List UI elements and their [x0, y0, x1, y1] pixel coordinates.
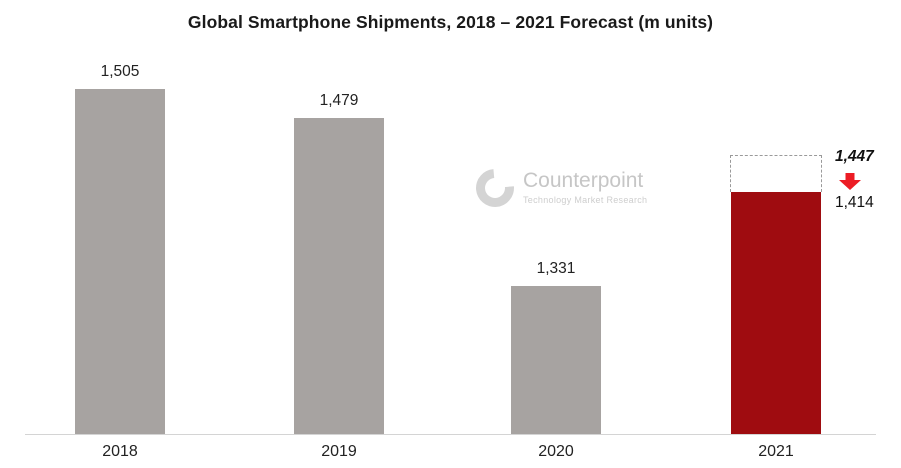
- value-label-2020: 1,331: [536, 259, 576, 277]
- watermark-text: Counterpoint Technology Market Research: [523, 169, 647, 205]
- x-axis-label-2021: 2021: [758, 443, 794, 460]
- bar-2021: [731, 191, 821, 434]
- watermark-subtitle: Technology Market Research: [523, 195, 648, 205]
- bar-2018: [75, 88, 165, 434]
- counterpoint-watermark: Counterpoint Technology Market Research: [468, 161, 647, 215]
- x-axis-label-2019: 2019: [321, 443, 357, 460]
- counterpoint-logo-icon: [468, 161, 522, 215]
- forecast-decline-arrow-icon: [839, 172, 861, 190]
- watermark-name: Counterpoint: [523, 169, 644, 192]
- bar-2019: [294, 118, 384, 434]
- value-label-2019: 1,479: [319, 92, 359, 110]
- x-axis-label-2020: 2020: [538, 443, 574, 460]
- forecast-current-label: 1,414: [835, 193, 874, 211]
- chart-title: Global Smartphone Shipments, 2018 – 2021…: [187, 12, 714, 32]
- forecast-previous-label: 1,447: [835, 147, 874, 165]
- bar-2020: [511, 285, 601, 434]
- x-axis-label-2018: 2018: [102, 443, 138, 460]
- x-axis-baseline: [25, 434, 876, 435]
- value-label-2018: 1,505: [100, 62, 140, 80]
- forecast-previous-range: [730, 154, 822, 192]
